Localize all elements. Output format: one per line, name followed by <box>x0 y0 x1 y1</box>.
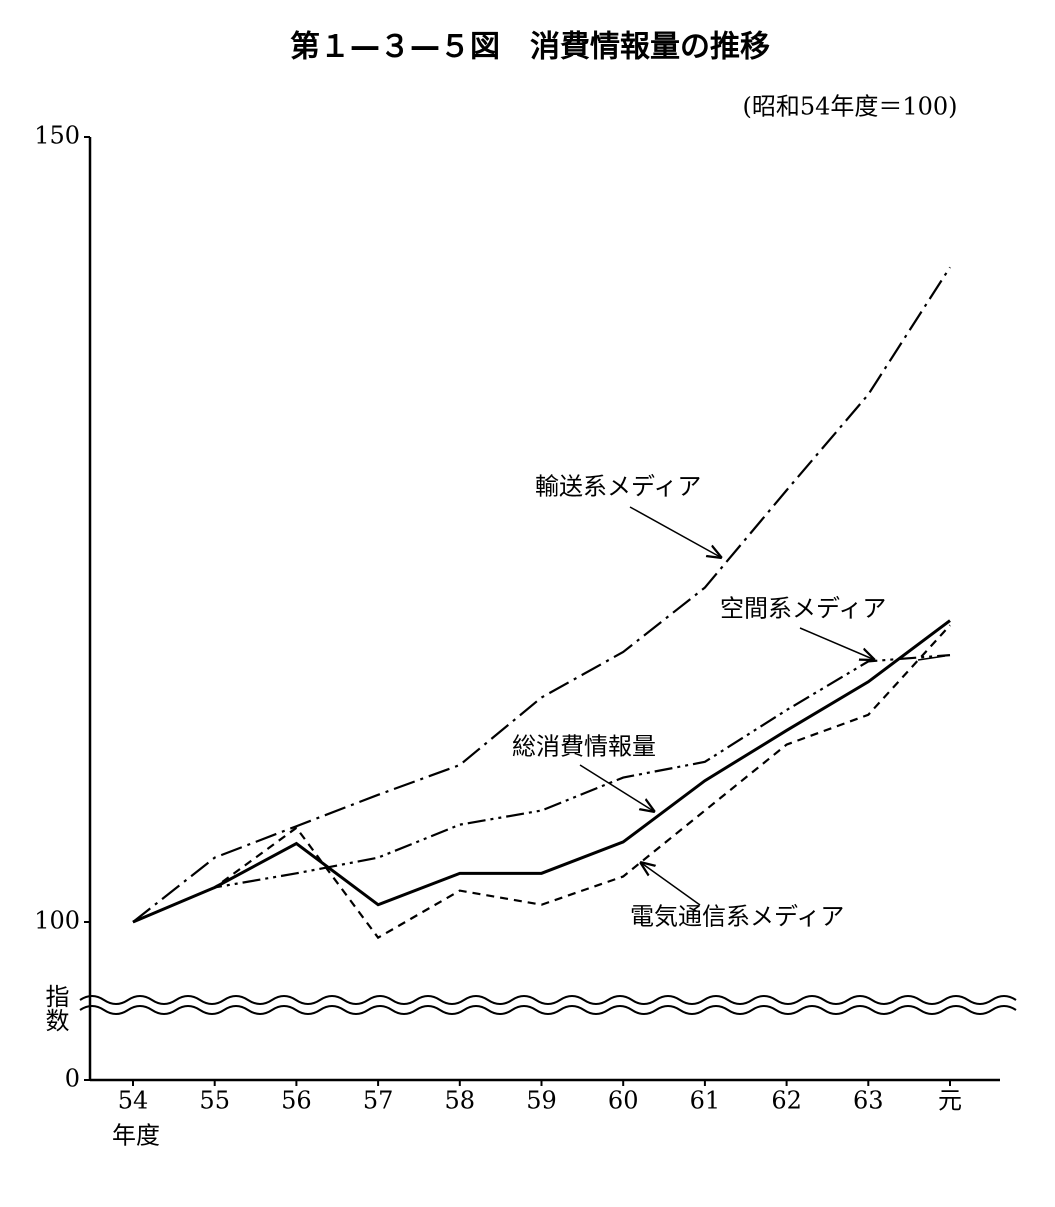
series-label: 空間系メディア <box>720 595 886 623</box>
series-label: 輸送系メディア <box>535 473 701 501</box>
arrow <box>640 862 701 906</box>
x-tick-label: 56 <box>281 1087 312 1115</box>
x-tick-label: 55 <box>199 1087 230 1115</box>
series-line <box>132 654 951 924</box>
axis-break <box>79 1005 1017 1015</box>
x-tick-label: 元 <box>938 1087 962 1115</box>
x-tick-label: 59 <box>526 1087 557 1115</box>
break-gap <box>60 1002 86 1006</box>
x-axis-label: 年度 <box>112 1122 160 1150</box>
x-tick-label: 60 <box>608 1087 639 1115</box>
series-line <box>132 624 951 940</box>
x-tick-label: 54 <box>118 1087 149 1115</box>
subtitle: (昭和54年度＝100) <box>742 93 957 121</box>
series-line <box>132 619 951 924</box>
y-tick-label: 150 <box>34 122 80 150</box>
x-tick-label: 58 <box>445 1087 476 1115</box>
series-label: 総消費情報量 <box>512 733 656 761</box>
y-tick-label: 0 <box>65 1065 80 1093</box>
x-tick-label: 62 <box>771 1087 802 1115</box>
axis-break <box>79 995 1017 1005</box>
arrow <box>579 764 655 812</box>
x-tick-label: 57 <box>363 1087 394 1115</box>
series-line <box>132 266 951 923</box>
y-tick-label: 100 <box>34 907 80 935</box>
x-tick-label: 63 <box>853 1087 884 1115</box>
y-axis-label: 指数 <box>41 984 69 1032</box>
series-label: 電気通信系メディア <box>630 903 844 931</box>
x-tick-label: 61 <box>690 1087 721 1115</box>
chart-title: 第１—３—５図 消費情報量の推移 <box>290 30 770 65</box>
arrow <box>629 506 722 558</box>
arrow <box>799 627 875 660</box>
